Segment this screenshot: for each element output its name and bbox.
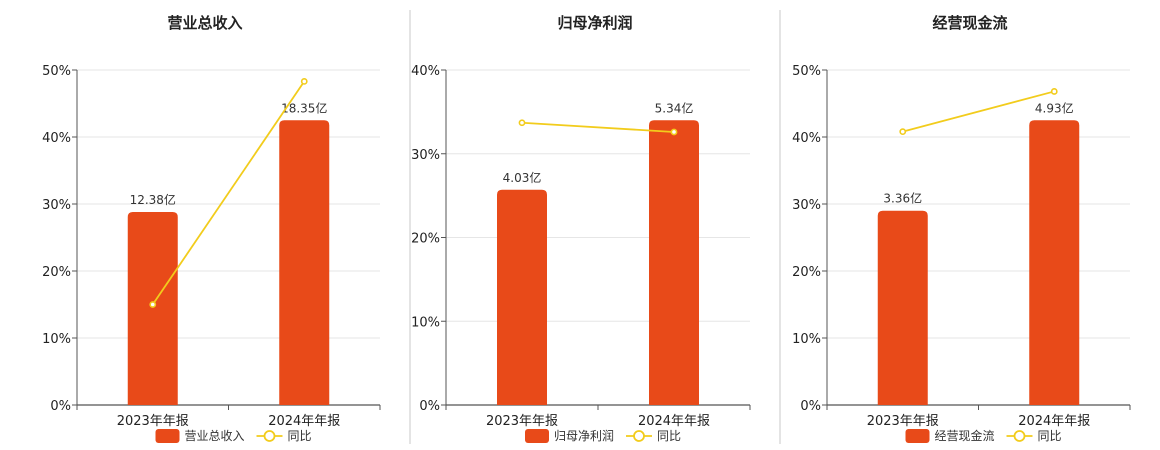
legend-swatch-marker (263, 430, 276, 442)
chart-title: 归母净利润 (557, 14, 632, 32)
x-tick-label: 2024年年报 (268, 414, 340, 429)
bar (649, 120, 699, 405)
bar-data-label: 18.35亿 (281, 100, 327, 115)
bar (279, 120, 330, 405)
y-tick-label: 10% (792, 332, 821, 347)
bar (127, 212, 178, 405)
line-series (521, 121, 675, 133)
bar (877, 210, 928, 405)
legend-label-line: 同比 (657, 429, 681, 443)
y-tick-label: 30% (792, 198, 821, 213)
line-point (1050, 88, 1058, 95)
chart-panel-1: 营业总收入 0% 10% 20% 30% 40% 50% 2023年年报 2024年年报 12.3… (42, 14, 381, 443)
x-tick-label: 2023年年报 (117, 414, 189, 429)
y-tick-label: 50% (792, 64, 821, 79)
bar-data-label: 4.93亿 (1035, 100, 1074, 115)
legend-swatch-bar (905, 429, 930, 443)
legend-label-line: 同比 (1038, 429, 1062, 443)
bar (1029, 120, 1080, 405)
y-tick-label: 40% (792, 131, 821, 146)
y-tick-label: 0% (800, 399, 821, 414)
line-point (670, 128, 678, 136)
y-tick-label: 30% (411, 148, 440, 163)
line-series (902, 90, 1055, 133)
chart-panel-3: 经营现金流 0% 10% 20% 30% 40% 50% 2023年年报 2024年年报 3.36… (792, 14, 1131, 443)
bar (497, 189, 547, 405)
bar-data-label: 4.03亿 (503, 170, 542, 185)
y-tick-label: 20% (411, 232, 440, 247)
x-tick-label: 2023年年报 (867, 414, 939, 429)
legend-label-line: 同比 (288, 429, 312, 443)
y-tick-label: 40% (411, 64, 440, 79)
chart-title: 经营现金流 (932, 14, 1007, 32)
y-tick-label: 40% (42, 131, 71, 146)
legend-swatch-marker (1013, 430, 1026, 442)
x-tick-label: 2024年年报 (638, 414, 710, 429)
legend-label-bar: 归母净利润 (554, 429, 614, 443)
y-tick-label: 20% (42, 265, 71, 280)
legend-swatch-bar (525, 429, 549, 443)
legend-swatch-bar (155, 429, 180, 443)
y-tick-label: 0% (50, 399, 71, 414)
line-point (899, 128, 907, 136)
y-tick-label: 10% (42, 332, 71, 347)
y-tick-label: 10% (411, 315, 440, 330)
x-tick-label: 2024年年报 (1018, 414, 1090, 429)
legend-swatch-marker (633, 430, 645, 442)
line-point (518, 119, 526, 127)
y-tick-label: 50% (42, 64, 71, 79)
legend-label-bar: 经营现金流 (935, 428, 995, 443)
line-series (152, 80, 305, 306)
bar-data-label: 12.38亿 (130, 192, 176, 207)
y-tick-label: 20% (792, 265, 821, 280)
chart-panel-2: 归母净利润 0% 10% 20% 30% 40% 2023年年报 2024年年报 4.03亿 5.… (411, 14, 751, 443)
legend-label-bar: 营业总收入 (185, 429, 245, 443)
x-tick-label: 2023年年报 (486, 414, 558, 429)
y-tick-label: 0% (419, 399, 440, 414)
chart-title: 营业总收入 (167, 14, 242, 32)
bar-data-label: 3.36亿 (883, 191, 922, 206)
line-point (300, 77, 308, 85)
line-point (149, 301, 157, 308)
y-tick-label: 30% (42, 198, 71, 213)
bar-data-label: 5.34亿 (655, 100, 694, 115)
